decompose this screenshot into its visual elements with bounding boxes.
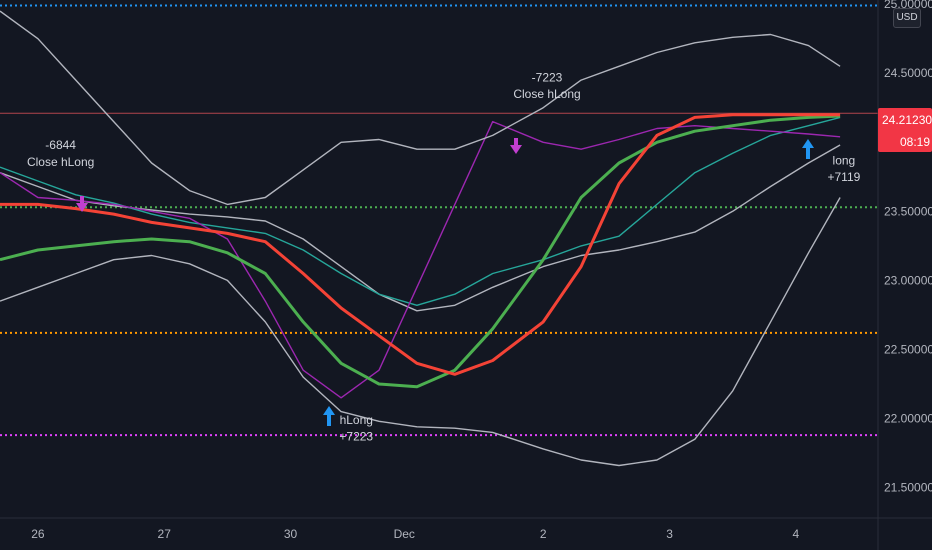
- series-line-4: [0, 113, 841, 376]
- x-tick-label-1: 27: [158, 527, 172, 541]
- close-long-marker-2: [510, 145, 522, 154]
- series-line-0: [0, 144, 841, 312]
- close-long-marker-1: [76, 203, 88, 212]
- x-tick-label-0: 26: [31, 527, 45, 541]
- y-tick-label-7: 21.50000: [884, 481, 932, 495]
- trade-annotation-6: long: [833, 153, 856, 167]
- y-tick-label-5: 22.50000: [884, 342, 932, 356]
- trade-annotation-7: +7119: [827, 170, 860, 184]
- annotation-layer: -6844 Close hLong hLong +7223 -7223 Close hLo…: [27, 70, 861, 443]
- series-line-3: [0, 114, 841, 389]
- long-entry-arrow-stem: [806, 147, 810, 159]
- current-price-badge-box: [878, 108, 932, 152]
- series-line-1: [0, 116, 841, 306]
- trade-annotation-3: +7223: [339, 430, 373, 444]
- price-axis[interactable]: 25.0000024.5000024.0000023.5000023.00000…: [884, 0, 932, 495]
- series-line-6: [0, 197, 841, 467]
- y-tick-label-6: 22.00000: [884, 412, 932, 426]
- countdown-timer: 08:19: [900, 135, 930, 149]
- x-tick-label-2: 30: [284, 527, 298, 541]
- currency-button[interactable]: USD: [893, 8, 921, 28]
- marker-layer: [76, 138, 814, 426]
- current-price-badge: 24.21230 08:19: [878, 108, 932, 152]
- trade-annotation-5: Close hLong: [513, 87, 580, 101]
- trade-annotation-2: hLong: [340, 413, 373, 427]
- time-axis[interactable]: 26 27 30 Dec 2 3 4: [31, 527, 799, 541]
- x-tick-label-3: Dec: [394, 527, 415, 541]
- hlong-entry-arrow-stem: [327, 414, 331, 426]
- series-layer: [0, 10, 841, 467]
- x-tick-label-4: 2: [540, 527, 547, 541]
- y-tick-label-3: 23.50000: [884, 204, 932, 218]
- x-tick-label-5: 3: [666, 527, 673, 541]
- trade-annotation-1: Close hLong: [27, 155, 94, 169]
- series-line-5: [0, 10, 841, 206]
- close-long-marker-1-stem: [80, 196, 84, 204]
- current-price-value: 24.21230: [882, 113, 932, 127]
- long-entry-arrow: [802, 139, 814, 148]
- y-tick-label-1: 24.50000: [884, 66, 932, 80]
- trade-annotation-4: -7223: [532, 70, 563, 84]
- series-line-2: [0, 120, 841, 399]
- trade-annotation-0: -6844: [45, 138, 76, 152]
- horizontal-levels-layer: [0, 4, 878, 437]
- y-tick-label-4: 23.00000: [884, 273, 932, 287]
- close-long-marker-2-stem: [514, 138, 518, 146]
- x-tick-label-6: 4: [793, 527, 800, 541]
- hlong-entry-arrow: [323, 406, 335, 415]
- y-tick-label-0: 25.00000: [884, 0, 932, 11]
